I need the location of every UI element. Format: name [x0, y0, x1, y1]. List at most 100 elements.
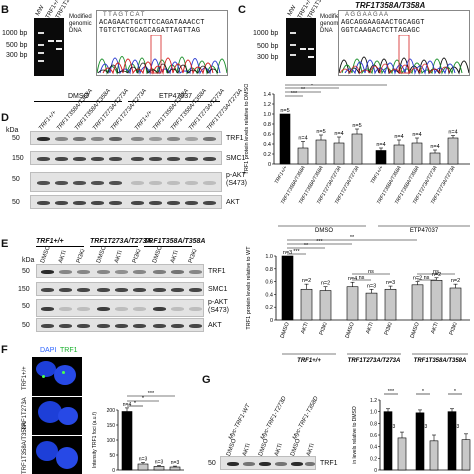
- blot-band: [171, 307, 184, 311]
- blot-row: [30, 151, 222, 165]
- blot-band: [55, 181, 68, 185]
- significance-label: **: [304, 243, 309, 249]
- y-tick-label: 0.2: [370, 456, 377, 462]
- blot-band: [41, 270, 54, 274]
- blot-band: [167, 137, 180, 141]
- blot-band: [185, 181, 198, 185]
- group-label: DMSO: [68, 93, 89, 100]
- genotype-label: TRF1+/+: [36, 238, 64, 245]
- significance-label: *: [454, 389, 457, 395]
- y-tick-label: 200: [107, 408, 116, 414]
- sequence-bottom: GGTCAAGACTCTTAGAGC: [341, 27, 421, 35]
- category-label: PI3Ki: [384, 322, 394, 336]
- y-tick-label: 1.0: [370, 410, 377, 416]
- significance-label: ns: [359, 275, 365, 281]
- blot-band: [131, 181, 144, 185]
- lane-label: DMSO: [290, 438, 302, 458]
- blot-band: [91, 181, 104, 185]
- group-line: [128, 101, 220, 102]
- bar: [319, 290, 332, 321]
- n-label: n=4: [448, 130, 457, 136]
- lane-label: AKTi: [242, 442, 253, 458]
- lane-label: DMSO: [226, 438, 238, 458]
- category-label: DMSO: [345, 321, 357, 339]
- blot-band: [149, 201, 162, 205]
- blot-band: [97, 324, 110, 328]
- blot-band: [153, 307, 166, 311]
- trace-chart: [339, 35, 469, 75]
- bar: [333, 142, 345, 165]
- blot-band: [59, 307, 72, 311]
- bar: [121, 411, 133, 471]
- genotype-label: TRF1T358A/T358A: [144, 238, 206, 245]
- blot-band: [109, 201, 122, 205]
- bar: [447, 137, 459, 165]
- blot-band: [189, 270, 202, 274]
- blot-row: [36, 282, 204, 296]
- n-label: n=5: [280, 108, 289, 114]
- blot-band: [153, 288, 166, 292]
- bar: [411, 284, 424, 321]
- row-label: TRF1+/+: [22, 366, 28, 390]
- blot-band: [167, 201, 180, 205]
- n-label: n=4: [348, 276, 357, 282]
- bar: [393, 144, 405, 165]
- modified-dna-label: Modified genomic DNA: [69, 14, 92, 34]
- y-tick-label: 0.8: [263, 122, 271, 128]
- bar-chart-d: 0 0.2 0.4 0.6 0.8 1.0 1.2 1.4 TRF1 protein level…: [244, 84, 470, 234]
- blot-row-label: TRF1: [208, 268, 226, 275]
- y-axis-label: in levels relative to DMSO: [352, 406, 358, 464]
- blot-band: [153, 270, 166, 274]
- row-label: TRF1T358A/T358A: [22, 421, 28, 474]
- blot-band: [189, 288, 202, 292]
- panel-label-c: C: [238, 4, 246, 16]
- blot-band: [91, 157, 104, 161]
- blot-band: [167, 157, 180, 161]
- y-tick-label: 0.6: [370, 433, 377, 439]
- lane-label: TRF1+/+: [38, 109, 58, 132]
- blot-row: [30, 172, 222, 192]
- blot-row-label: SMC1: [208, 286, 228, 293]
- lane-label: DMSO: [40, 245, 52, 265]
- y-axis-label: TRF1 protein levels relative to WT: [246, 246, 252, 330]
- blot-band: [41, 324, 54, 328]
- blot-band: [37, 201, 50, 205]
- n-label: n=4: [376, 142, 385, 148]
- blot-band: [115, 288, 128, 292]
- y-tick-label: 0: [270, 318, 273, 324]
- seq-letters: A G G A A G A A: [345, 12, 389, 18]
- bar: [365, 292, 378, 321]
- y-tick-label: 0: [374, 468, 377, 474]
- marker-label: 1000 bp: [2, 30, 28, 37]
- blot-row-trf1-g: [220, 456, 316, 470]
- blot-band: [77, 270, 90, 274]
- lane-label: TRF1+/+: [134, 109, 154, 132]
- blot-band: [133, 270, 146, 274]
- genotype-line: [144, 246, 192, 247]
- significance-label: *: [311, 84, 314, 89]
- blot-row: [36, 264, 204, 278]
- y-tick-label: 1.0: [265, 254, 273, 260]
- lane-label: PI3Ki: [132, 248, 143, 265]
- significance-label: **: [301, 87, 306, 93]
- blot-band: [149, 181, 162, 185]
- category-label: PI3Ki: [319, 322, 329, 336]
- marker-label: 300 bp: [257, 54, 279, 61]
- blot-band: [109, 137, 122, 141]
- y-tick-label: 0.6: [263, 132, 271, 138]
- blot-band: [37, 137, 50, 141]
- mw-label: 50: [22, 303, 30, 310]
- category-label: AKTi: [430, 322, 440, 335]
- mw-label: 50: [22, 322, 30, 329]
- y-tick-label: 0.6: [265, 280, 273, 286]
- blot-band: [97, 270, 110, 274]
- blot-band: [171, 324, 184, 328]
- lane-label: DMSO: [152, 245, 164, 265]
- blot-band: [109, 157, 122, 161]
- lane-label: DMSO: [96, 245, 108, 265]
- significance-label: ***: [148, 391, 155, 397]
- significance-label: *: [142, 396, 145, 402]
- blot-band: [59, 324, 72, 328]
- significance-label: ns: [433, 269, 439, 275]
- blot-row-label: p-AKT (S473): [208, 299, 230, 314]
